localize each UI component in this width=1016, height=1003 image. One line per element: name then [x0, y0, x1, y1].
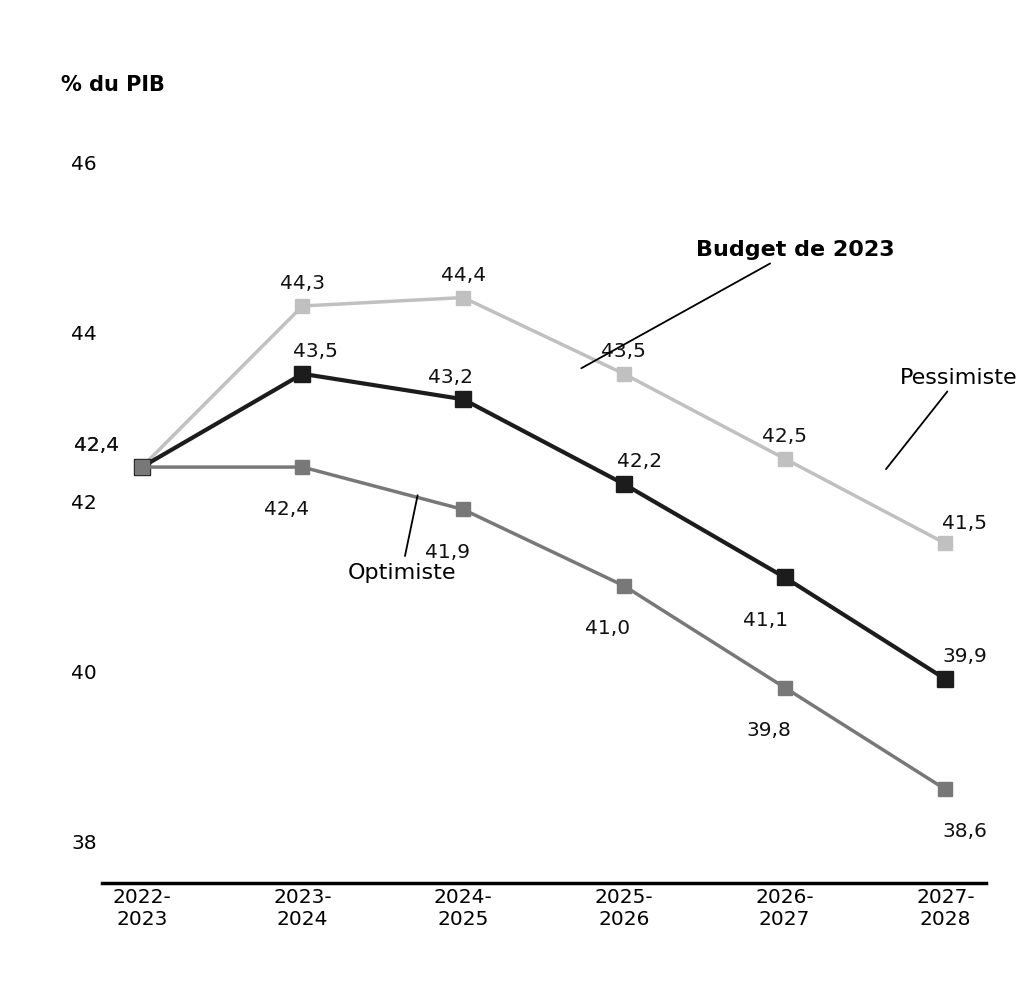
Text: 41,9: 41,9	[425, 543, 469, 561]
Text: 41,5: 41,5	[942, 513, 988, 532]
Text: 41,0: 41,0	[585, 619, 630, 637]
Text: 42,4: 42,4	[74, 435, 119, 454]
Text: 43,5: 43,5	[601, 342, 646, 361]
Text: 39,9: 39,9	[942, 647, 987, 666]
Text: 42,5: 42,5	[762, 426, 807, 445]
Text: 43,5: 43,5	[293, 342, 337, 361]
Text: 42,2: 42,2	[618, 452, 662, 471]
Text: Budget de 2023: Budget de 2023	[581, 240, 895, 369]
Text: 39,8: 39,8	[746, 720, 791, 739]
Text: 38,6: 38,6	[942, 821, 988, 841]
Text: 42,4: 42,4	[74, 435, 119, 454]
Text: 44,4: 44,4	[441, 266, 486, 285]
Text: 43,2: 43,2	[428, 367, 472, 386]
Text: 44,3: 44,3	[280, 274, 325, 293]
Text: Optimiste: Optimiste	[347, 495, 456, 582]
Text: 42,4: 42,4	[264, 499, 309, 519]
Text: 41,1: 41,1	[743, 610, 787, 629]
Text: Pessimiste: Pessimiste	[886, 367, 1016, 469]
Text: % du PIB: % du PIB	[61, 75, 166, 95]
